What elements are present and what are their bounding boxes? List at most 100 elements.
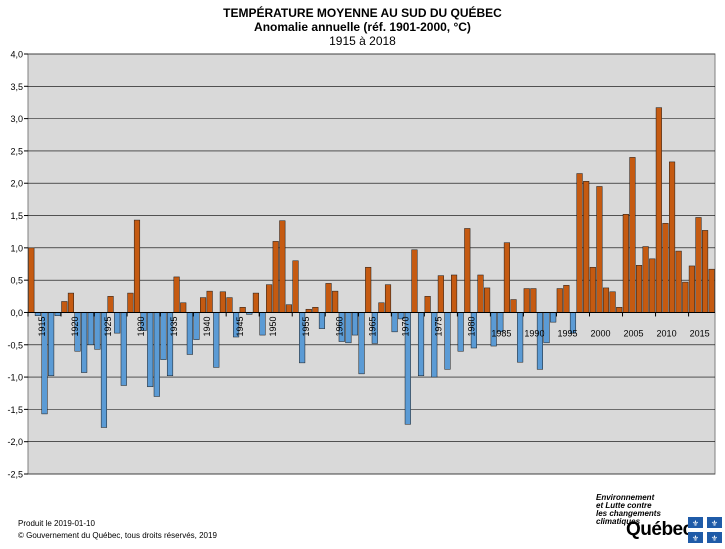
- svg-text:⚜: ⚜: [711, 519, 718, 528]
- bar-1950: [259, 312, 266, 336]
- bar-1929: [120, 312, 127, 386]
- bar-1996: [563, 285, 570, 313]
- bar-2003: [609, 291, 616, 313]
- bar-1970: [391, 312, 398, 333]
- y-tick-label: 3,5: [10, 82, 23, 92]
- bar-1981: [464, 228, 471, 313]
- bar-1969: [384, 284, 392, 313]
- bar-1941: [200, 297, 207, 313]
- bar-1934: [153, 312, 160, 397]
- bar-1920: [61, 301, 68, 313]
- y-tick-label: -2,0: [7, 437, 23, 447]
- bar-1964: [351, 312, 359, 336]
- bar-2016: [695, 217, 702, 313]
- x-tick-label: 1975: [433, 316, 443, 336]
- bar-1987: [503, 242, 510, 313]
- x-tick-label: 1965: [367, 316, 377, 336]
- bar-1945: [226, 297, 233, 313]
- bar-1918: [48, 312, 55, 377]
- bar-1935: [160, 312, 167, 360]
- plot-area: [27, 53, 716, 475]
- chart-titles: TEMPÉRATURE MOYENNE AU SUD DU QUÉBEC Ano…: [0, 6, 725, 48]
- bar-2014: [682, 281, 689, 313]
- y-tick-label: 0,0: [10, 308, 23, 318]
- bar-1942: [206, 290, 213, 313]
- bar-1975: [424, 296, 431, 313]
- x-tick-label: 1950: [268, 316, 278, 336]
- bar-2001: [596, 186, 603, 313]
- bar-1994: [550, 312, 557, 323]
- x-tick-label: 1955: [301, 316, 311, 336]
- bar-2012: [669, 161, 676, 313]
- y-tick-label: 1,5: [10, 211, 23, 221]
- bar-1921: [67, 292, 74, 313]
- bar-1999: [583, 181, 590, 313]
- bar-2015: [688, 265, 695, 313]
- bar-2009: [649, 258, 656, 313]
- x-tick-label: 1935: [169, 316, 179, 336]
- bar-1974: [417, 312, 425, 377]
- bar-2008: [642, 246, 649, 313]
- ministry-name: Environnement et Lutte contre les change…: [596, 494, 706, 526]
- bar-1973: [411, 249, 418, 313]
- x-tick-label: 1995: [557, 328, 577, 338]
- bar-2002: [602, 287, 610, 313]
- y-tick-label: -0,5: [7, 340, 23, 350]
- bar-1980: [457, 312, 464, 352]
- bar-1952: [272, 241, 279, 313]
- bar-1959: [318, 312, 326, 329]
- bar-1984: [484, 287, 491, 313]
- bar-1940: [193, 312, 200, 340]
- bar-1968: [378, 302, 385, 313]
- bar-1991: [530, 288, 537, 313]
- bar-1989: [517, 312, 524, 363]
- x-tick-label: 1930: [136, 316, 146, 336]
- bar-1998: [576, 173, 583, 313]
- svg-text:⚜: ⚜: [692, 519, 699, 528]
- svg-text:⚜: ⚜: [692, 534, 699, 543]
- bar-1961: [332, 290, 339, 313]
- bar-1949: [252, 292, 259, 313]
- bar-1925: [94, 312, 101, 350]
- x-tick-label: 1920: [70, 316, 80, 336]
- svg-text:⚜: ⚜: [711, 534, 718, 543]
- bar-1993: [543, 312, 550, 344]
- bar-2006: [629, 157, 636, 313]
- bar-1963: [345, 312, 352, 344]
- x-tick-label: 2015: [690, 328, 710, 338]
- x-tick-label: 1990: [524, 328, 544, 338]
- copyright-notice: © Gouvernement du Québec, tous droits ré…: [18, 531, 217, 540]
- bar-1988: [510, 299, 517, 313]
- ministry-line: climatiques: [596, 517, 641, 526]
- bar-1965: [358, 312, 365, 375]
- bar-1966: [365, 266, 372, 313]
- y-tick-label: -2,5: [7, 470, 23, 480]
- quebec-wordmark: Québec: [626, 519, 693, 540]
- bar-1930: [127, 292, 134, 313]
- chart-title: TEMPÉRATURE MOYENNE AU SUD DU QUÉBEC: [223, 6, 502, 20]
- bar-1915: [28, 247, 35, 313]
- bar-1944: [219, 291, 226, 313]
- bar-1947: [239, 307, 246, 313]
- bar-2018: [708, 268, 715, 313]
- y-tick-label: 0,5: [10, 276, 23, 286]
- x-tick-label: 1925: [103, 316, 113, 336]
- bar-1943: [213, 312, 220, 368]
- bar-2013: [675, 250, 682, 313]
- x-tick-label: 1970: [400, 316, 410, 336]
- bar-1983: [477, 274, 484, 313]
- bar-2007: [635, 265, 643, 313]
- bar-1924: [87, 312, 94, 346]
- x-tick-label: 1985: [491, 328, 511, 338]
- bar-1939: [186, 312, 193, 355]
- produced-date: Produit le 2019-01-10: [18, 519, 95, 528]
- ministry-line: les changements: [596, 509, 661, 518]
- chart-period: 1915 à 2018: [329, 34, 396, 48]
- bar-1977: [437, 275, 444, 313]
- bar-2004: [616, 307, 623, 313]
- bar-1938: [180, 302, 187, 313]
- x-tick-label: 2005: [624, 328, 644, 338]
- y-tick-label: 3,0: [10, 114, 23, 124]
- bar-1995: [556, 288, 563, 313]
- ministry-line: Environnement: [596, 493, 655, 502]
